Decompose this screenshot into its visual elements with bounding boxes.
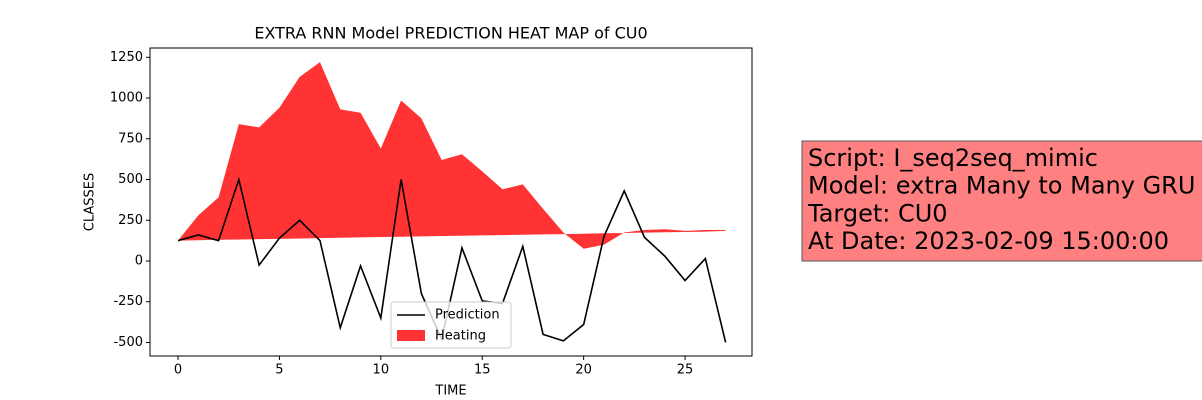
y-tick-label: 0 — [135, 253, 143, 268]
x-tick-label: 20 — [575, 363, 592, 378]
x-tick-label: 0 — [174, 363, 182, 378]
plot-frame — [149, 47, 753, 357]
y-tick-label: 500 — [118, 172, 143, 187]
line — [177, 176, 727, 343]
y-tick-label: 1250 — [110, 50, 143, 65]
y-tick-label: -250 — [113, 294, 143, 309]
annotation-box — [801, 140, 1202, 262]
y-tick-label: -500 — [113, 335, 143, 350]
chart-title: EXTRA RNN Model PREDICTION HEAT MAP of C… — [254, 24, 647, 43]
legend-label: Heating — [435, 329, 486, 344]
x-tick-label: 15 — [474, 363, 491, 378]
y-tick-label: 1000 — [110, 91, 143, 106]
annotation-text: Script: I_seq2seq_mimic — [808, 144, 1098, 172]
x-axis-label: TIME — [434, 384, 466, 399]
y-tick-label: 250 — [118, 213, 143, 228]
area — [177, 62, 726, 249]
annotation-text: Model: extra Many to Many GRU — [808, 172, 1195, 200]
annotation-text: At Date: 2023-02-09 15:00:00 — [808, 227, 1169, 255]
x-tick-label: 25 — [677, 363, 694, 378]
legend: Prediction Heating — [390, 301, 512, 349]
x-tick-label: 10 — [373, 363, 390, 378]
legend-swatch — [397, 330, 425, 341]
y-tick-label: 750 — [118, 131, 143, 146]
annotation-text: Target: CU0 — [807, 199, 948, 227]
x-tick-label: 5 — [275, 363, 283, 378]
legend-label: Prediction — [435, 308, 500, 323]
y-axis-label: CLASSES — [83, 173, 98, 231]
